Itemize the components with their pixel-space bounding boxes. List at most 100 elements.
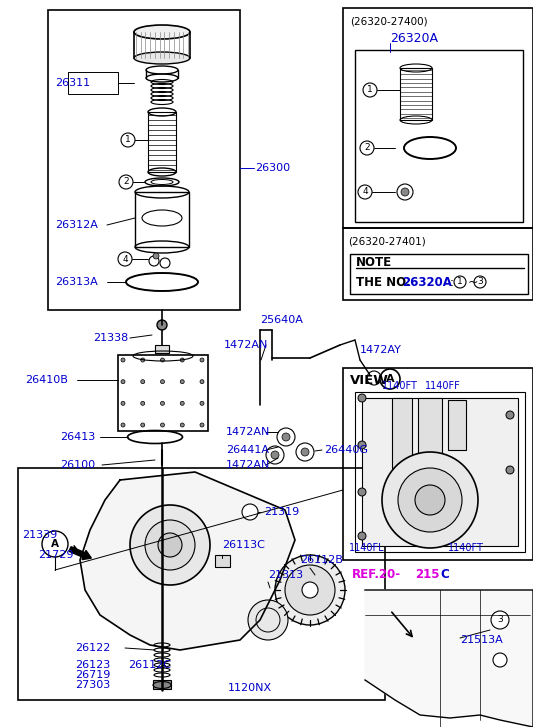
Bar (48, 10, 240, 310)
Text: VIEW: VIEW (350, 374, 389, 387)
Circle shape (358, 488, 366, 496)
Circle shape (358, 394, 366, 402)
Circle shape (301, 448, 309, 456)
Circle shape (415, 485, 445, 515)
Text: 21338: 21338 (93, 333, 128, 343)
Text: (26320-27401): (26320-27401) (348, 237, 426, 247)
Circle shape (285, 565, 335, 615)
Bar (400, 68, 432, 120)
Text: 26311: 26311 (55, 78, 90, 88)
Text: 26413: 26413 (60, 432, 95, 442)
Text: 1472AN: 1472AN (226, 460, 270, 470)
Text: 26320A: 26320A (390, 31, 438, 44)
Ellipse shape (134, 25, 190, 39)
Circle shape (141, 401, 145, 406)
Text: 26312A: 26312A (55, 220, 98, 230)
Circle shape (302, 582, 318, 598)
Polygon shape (80, 472, 295, 650)
Circle shape (160, 358, 165, 362)
Circle shape (160, 379, 165, 384)
Circle shape (180, 401, 184, 406)
Circle shape (275, 555, 345, 625)
Text: 4: 4 (122, 254, 128, 263)
Text: 26122: 26122 (75, 643, 110, 653)
Circle shape (200, 423, 204, 427)
Circle shape (42, 531, 68, 557)
Text: 3: 3 (497, 616, 503, 624)
Circle shape (367, 371, 381, 385)
Circle shape (200, 401, 204, 406)
Text: 25640A: 25640A (260, 315, 303, 325)
Circle shape (506, 411, 514, 419)
Bar (448, 400, 466, 450)
Text: 1140FF: 1140FF (425, 381, 461, 391)
Bar (355, 50, 523, 222)
Circle shape (157, 320, 167, 330)
Text: 1: 1 (367, 86, 373, 95)
Text: 21319: 21319 (264, 507, 299, 517)
Circle shape (153, 253, 159, 259)
Circle shape (491, 611, 509, 629)
Circle shape (180, 358, 184, 362)
Text: 26441A: 26441A (226, 445, 269, 455)
Bar (68, 72, 118, 94)
Text: 21729: 21729 (38, 550, 74, 560)
Text: 2: 2 (364, 143, 370, 153)
Text: 1472AN: 1472AN (226, 427, 270, 437)
Circle shape (242, 504, 258, 520)
Text: 21313: 21313 (268, 570, 303, 580)
Circle shape (401, 188, 409, 196)
Circle shape (382, 452, 478, 548)
Circle shape (474, 276, 486, 288)
Text: THE NO.: THE NO. (356, 276, 410, 289)
Circle shape (130, 505, 210, 585)
Circle shape (358, 441, 366, 449)
Circle shape (160, 258, 170, 268)
Text: 21339: 21339 (22, 530, 57, 540)
Bar (418, 398, 442, 466)
Text: 1140FL: 1140FL (349, 543, 385, 553)
Bar (343, 228, 533, 300)
Circle shape (145, 520, 195, 570)
Circle shape (506, 466, 514, 474)
Circle shape (248, 600, 288, 640)
Text: 26719: 26719 (75, 670, 110, 680)
Circle shape (200, 358, 204, 362)
Circle shape (121, 133, 135, 147)
Bar (350, 254, 528, 294)
Text: 26123: 26123 (75, 660, 110, 670)
Text: 26100: 26100 (60, 460, 95, 470)
Circle shape (160, 401, 165, 406)
Text: NOTE: NOTE (356, 255, 392, 268)
Bar (18, 468, 385, 700)
Text: REF.20-: REF.20- (352, 569, 401, 582)
Circle shape (158, 533, 182, 557)
Circle shape (141, 423, 145, 427)
Text: 27303: 27303 (75, 680, 110, 690)
Text: 1140FT: 1140FT (448, 543, 484, 553)
Circle shape (160, 423, 165, 427)
Text: 26112C: 26112C (128, 660, 171, 670)
Text: 26300: 26300 (255, 163, 290, 173)
Text: 26112B: 26112B (300, 555, 343, 565)
Circle shape (360, 141, 374, 155)
Text: 26440G: 26440G (324, 445, 368, 455)
Circle shape (493, 653, 507, 667)
Text: 3: 3 (477, 278, 483, 286)
Circle shape (121, 423, 125, 427)
Text: A: A (51, 539, 59, 549)
Text: 1472AN: 1472AN (224, 340, 269, 350)
Text: 26320A: 26320A (402, 276, 452, 289)
Circle shape (141, 379, 145, 384)
Circle shape (121, 401, 125, 406)
Circle shape (121, 358, 125, 362)
Text: 26313A: 26313A (55, 277, 98, 287)
Text: 215: 215 (415, 569, 440, 582)
Circle shape (141, 358, 145, 362)
Text: 1120NX: 1120NX (228, 683, 272, 693)
Circle shape (380, 369, 400, 389)
Text: 26410B: 26410B (25, 375, 68, 385)
Bar (153, 680, 171, 689)
Circle shape (118, 252, 132, 266)
Text: 4: 4 (362, 188, 368, 196)
